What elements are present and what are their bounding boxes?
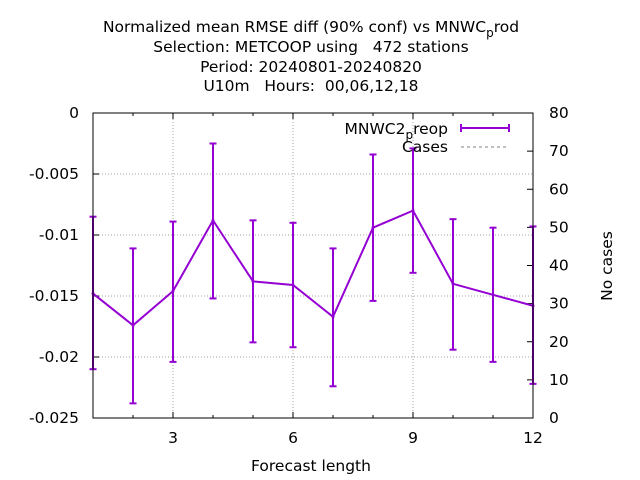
- grid-lines: [93, 113, 533, 418]
- y2-tick-label: 30: [549, 295, 569, 313]
- x-axis-label: Forecast length: [251, 457, 371, 475]
- legend-label-mnwc2-preop: MNWC2preop: [345, 120, 449, 142]
- x-tick-label: 9: [408, 429, 418, 447]
- y-tick-label: -0.01: [39, 226, 79, 244]
- plot-frame: [92, 112, 534, 419]
- data-point: [371, 226, 375, 230]
- legend: MNWC2preop Cases: [345, 120, 510, 156]
- data-point: [131, 323, 135, 327]
- mnwc2-preop-series: [89, 142, 537, 405]
- y-tick-label: -0.025: [29, 409, 79, 427]
- y-tick-label: -0.015: [29, 287, 79, 305]
- chart-title-line3: Period: 20240801-20240820: [200, 58, 422, 76]
- axis-ticks: 3 6 9 12 0 -0.005 -0.01 -0.015 -0.02 -0.025 0 10 20 3…: [29, 104, 569, 447]
- y2-tick-label: 20: [549, 333, 569, 351]
- data-point: [171, 289, 175, 293]
- legend-line-mnwc2-preop: [460, 124, 510, 132]
- y2-tick-label: 50: [549, 218, 569, 236]
- legend-label-cases: Cases: [402, 138, 448, 156]
- data-point: [211, 218, 215, 222]
- y2-axis-label: No cases: [598, 231, 616, 301]
- chart-title-line2: Selection: METCOOP using 472 stations: [153, 38, 468, 56]
- data-point: [291, 283, 295, 287]
- y2-tick-label: 40: [549, 257, 569, 275]
- chart-title-line4: U10m Hours: 00,06,12,18: [203, 77, 418, 95]
- x-tick-label: 6: [288, 429, 298, 447]
- chart-title-line1: Normalized mean RMSE diff (90% conf) vs …: [103, 18, 519, 40]
- data-point: [451, 282, 455, 286]
- x-tick-label: 12: [523, 429, 543, 447]
- y2-tick-label: 0: [549, 409, 559, 427]
- y2-tick-label: 80: [549, 104, 569, 122]
- data-point: [251, 279, 255, 283]
- y-tick-label: -0.02: [39, 348, 79, 366]
- mnwc2-preop-line: [92, 209, 534, 327]
- y2-tick-label: 10: [549, 371, 569, 389]
- y-tick-label: -0.005: [29, 165, 79, 183]
- y2-tick-label: 60: [549, 180, 569, 198]
- data-point: [331, 315, 335, 319]
- data-point: [411, 209, 415, 213]
- x-tick-label: 3: [168, 429, 178, 447]
- y2-tick-label: 70: [549, 142, 569, 160]
- y-tick-label: 0: [69, 104, 79, 122]
- data-point: [491, 293, 495, 297]
